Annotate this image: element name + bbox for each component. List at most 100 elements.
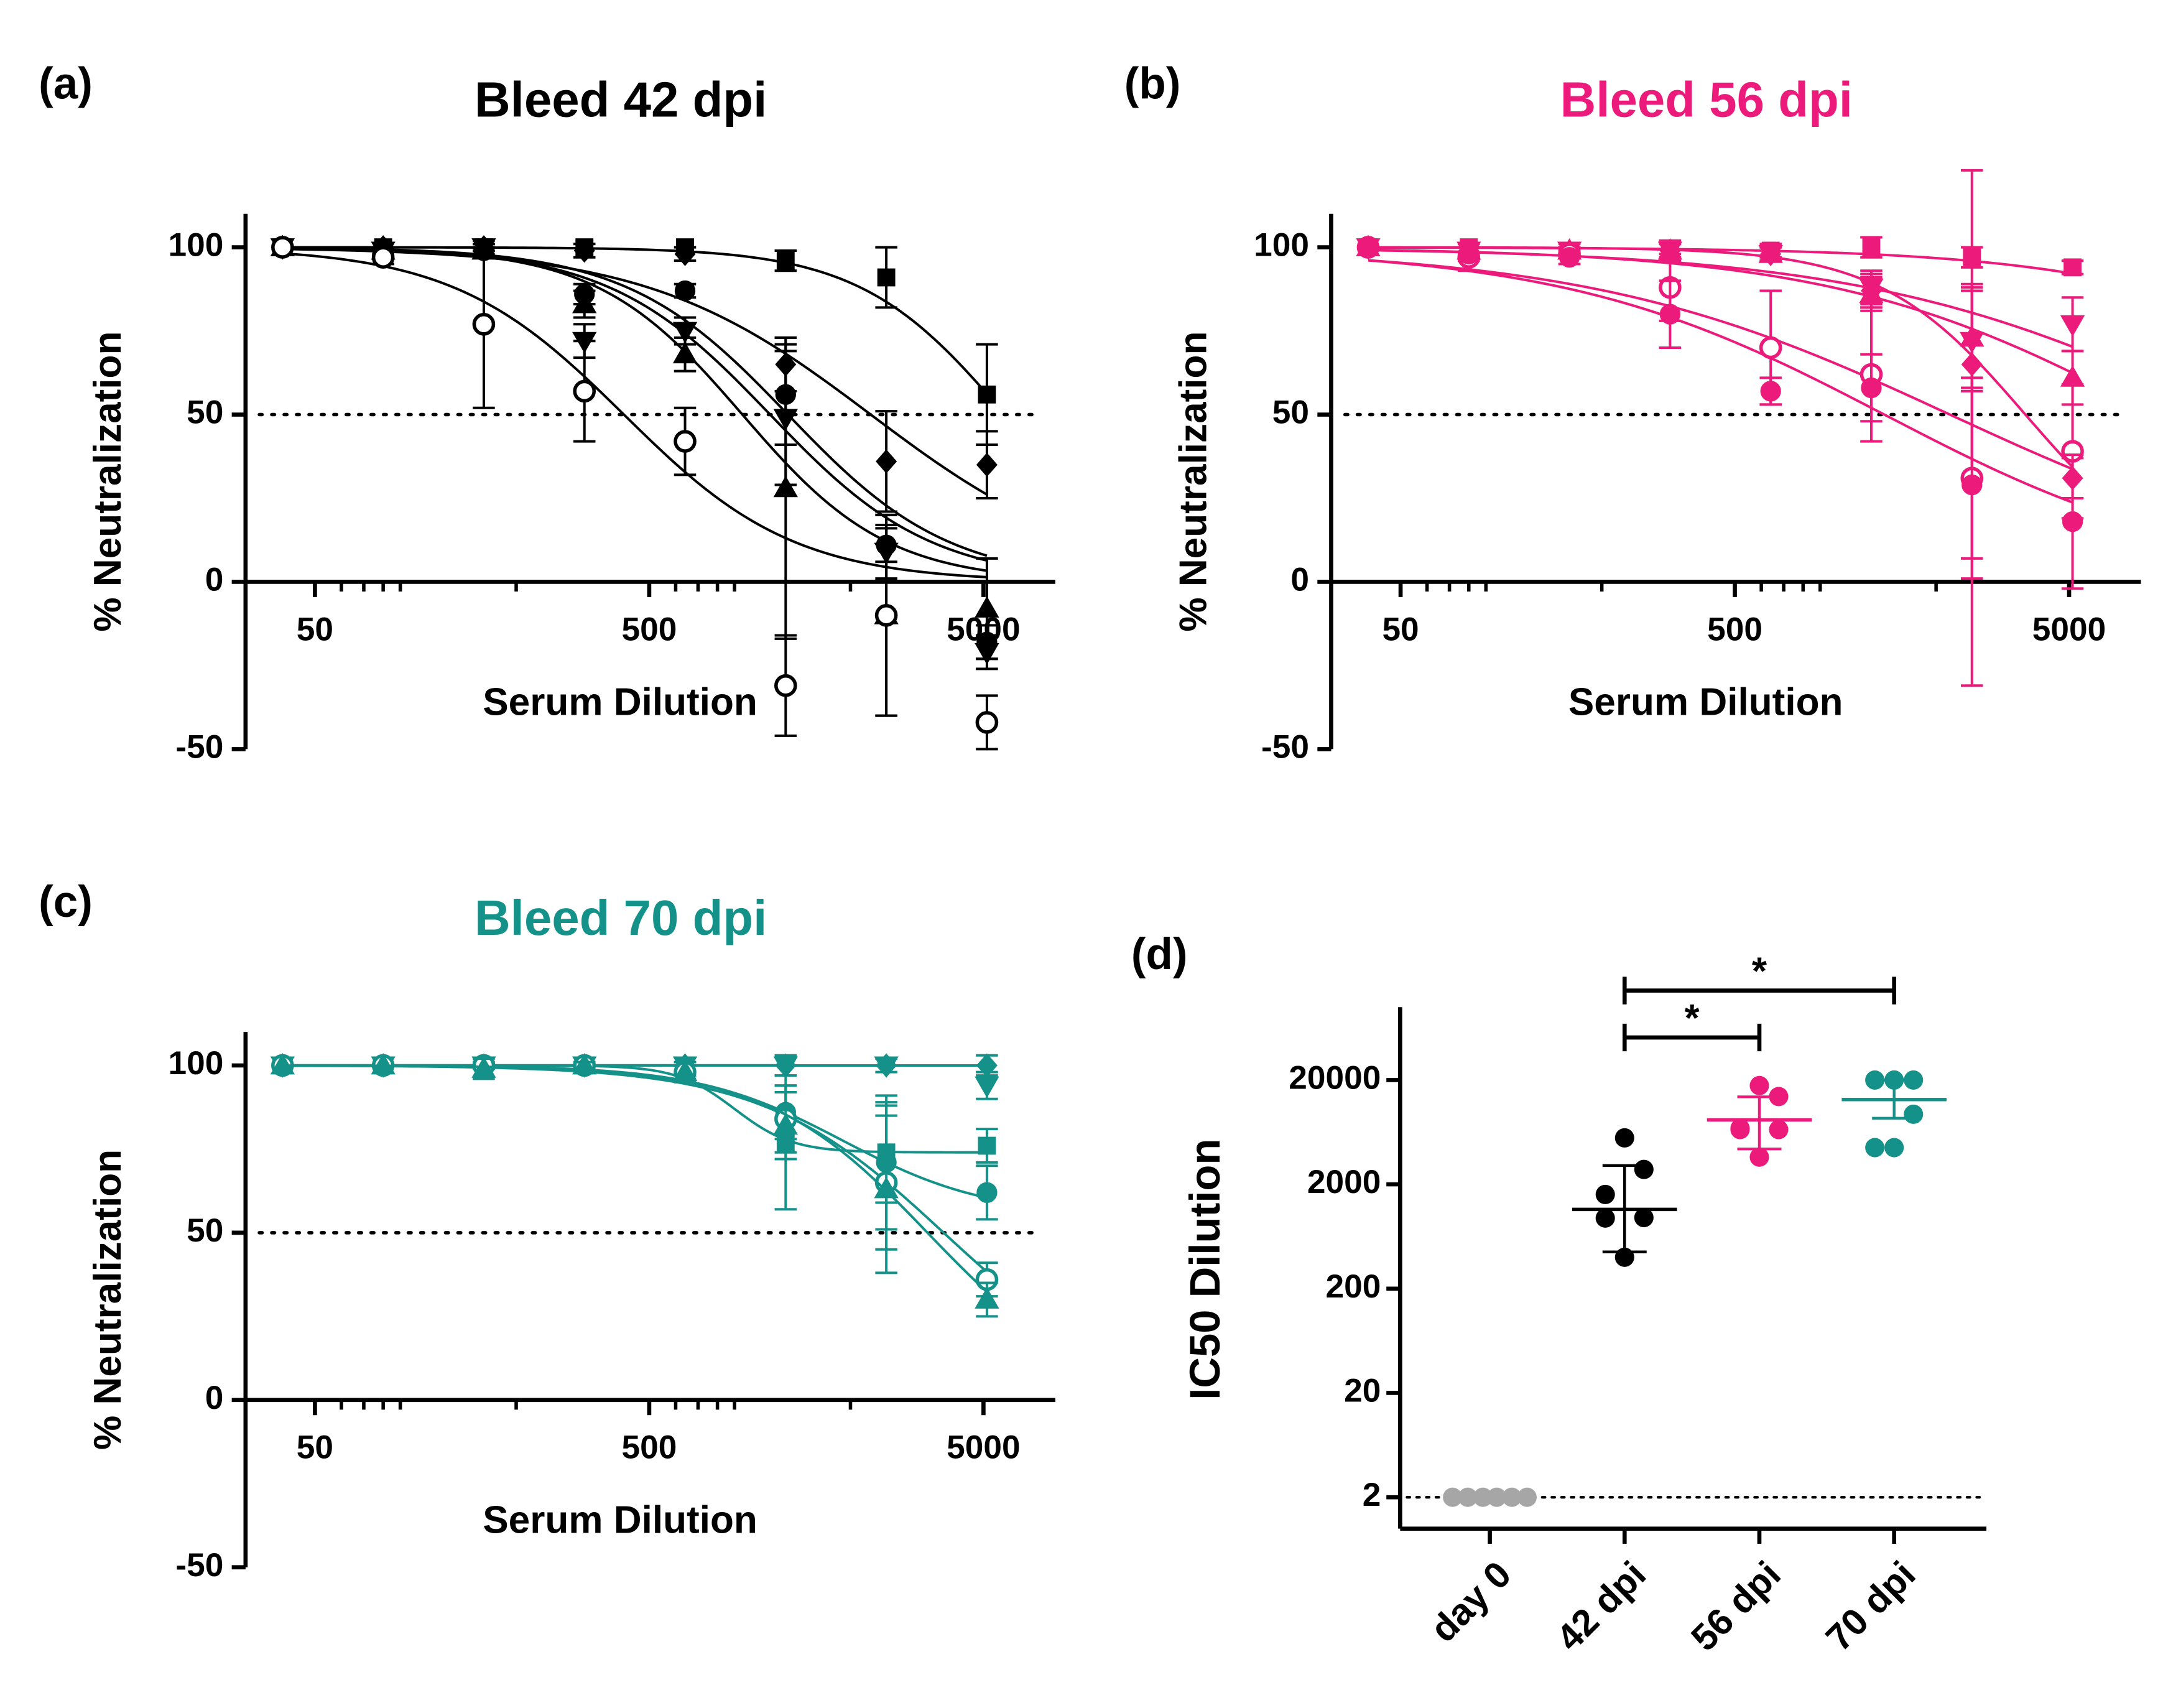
y-tick-label: 50 [1272,394,1309,431]
y-tick-label: -50 [1261,728,1309,765]
panel-label: (d) [1131,930,1188,979]
data-point [1487,1487,1507,1507]
x-tick-label: 500 [622,611,677,647]
x-tick-label: 42 dpi [1549,1553,1654,1659]
data-point [573,379,596,403]
fit-curve [282,1064,988,1293]
fit-curve [1368,259,2073,470]
data-point [1861,377,1882,399]
y-tick-label: 100 [1254,227,1309,264]
chart-title: Bleed 56 dpi [1560,72,1853,127]
data-point [471,1056,496,1078]
x-tick-label: day 0 [1422,1553,1519,1650]
data-point [1358,236,1379,258]
data-point [876,1053,897,1078]
y-tick-label: 50 [187,394,223,431]
data-point [1614,1128,1634,1148]
x-tick-label: 500 [622,1429,677,1466]
fit-curve [282,248,988,496]
data-point [1502,1487,1522,1507]
data-point [876,449,897,474]
y-tick-label: 100 [169,1045,224,1082]
y-axis-label: % Neutralization [86,1149,129,1450]
data-point [976,452,998,477]
data-point [874,1176,899,1199]
data-point [674,280,696,302]
fit-curve [282,1064,987,1154]
fit-curve [1368,259,2073,504]
fit-curve [282,246,988,557]
data-point [1962,474,1983,496]
y-tick-label: 2 [1363,1477,1381,1513]
x-tick-label: 5000 [2032,611,2106,647]
y-tick-label: 0 [205,1380,224,1416]
x-axis-label: Serum Dilution [483,1499,757,1542]
x-tick-label: 500 [1707,611,1762,647]
chart-title: Bleed 70 dpi [475,890,767,945]
y-tick-label: 20 [1344,1373,1381,1409]
x-tick-label: 50 [1382,611,1419,647]
y-tick-label: 50 [187,1212,223,1249]
data-point [371,246,395,269]
x-tick-label: 50 [297,1429,333,1466]
data-point [270,1052,295,1075]
panel-label: (b) [1124,59,1181,108]
data-point [1595,1184,1615,1204]
data-point [1659,304,1681,325]
data-point [1458,243,1480,264]
data-point [2062,511,2083,532]
data-point [975,596,999,618]
y-tick-label: -50 [175,1547,223,1584]
data-point [975,711,999,734]
data-point [976,1053,998,1078]
fit-curve [282,246,988,562]
data-point [976,1182,998,1203]
data-point [877,268,896,287]
panel-label: (a) [39,59,93,108]
fit-curve [282,246,988,572]
panel-label: (c) [39,878,93,927]
data-point [573,238,595,263]
fit-curve [282,252,988,578]
y-tick-label: 100 [169,227,224,264]
data-point [978,385,996,404]
data-point [1749,1075,1769,1095]
data-point [1443,1487,1463,1507]
data-point [572,1052,597,1075]
data-point [1634,1208,1654,1228]
fit-curve [1368,248,2073,374]
significance-label: * [1752,950,1767,993]
data-point [1904,1104,1924,1124]
data-point [1517,1487,1537,1507]
data-point [773,1113,798,1135]
data-point [1769,1120,1789,1139]
x-tick-label: 70 dpi [1818,1553,1924,1659]
data-point [371,1052,396,1075]
fit-curve [282,246,988,395]
data-point [572,292,597,313]
data-point [1730,1120,1750,1139]
data-point [1595,1208,1615,1228]
data-point [1760,241,1782,266]
data-point [874,603,898,627]
x-tick-label: 5000 [947,1429,1020,1466]
data-point [2063,258,2082,277]
data-point [1862,238,1881,257]
data-point [1634,1159,1654,1179]
y-tick-label: 200 [1326,1268,1381,1305]
data-point [978,1136,996,1155]
data-point [672,1059,698,1082]
data-point [975,1076,999,1098]
y-tick-label: 2000 [1307,1164,1381,1200]
y-axis-label: % Neutralization [86,332,129,632]
x-axis-label: Serum Dilution [483,680,757,723]
data-point [1760,381,1781,402]
y-axis-label: IC50 Dilution [1181,1139,1229,1400]
y-tick-label: -50 [175,728,223,765]
data-point [773,475,798,498]
chart-title: Bleed 42 dpi [475,72,767,127]
data-point [1458,1487,1478,1507]
y-tick-label: 0 [1290,562,1309,598]
